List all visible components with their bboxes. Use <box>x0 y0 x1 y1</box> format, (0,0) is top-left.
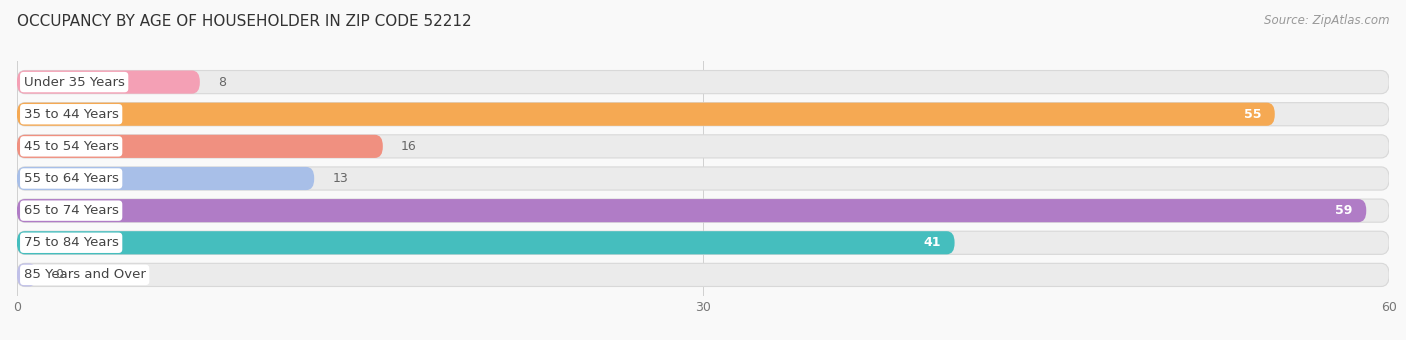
Text: Source: ZipAtlas.com: Source: ZipAtlas.com <box>1264 14 1389 27</box>
Text: 35 to 44 Years: 35 to 44 Years <box>24 108 118 121</box>
FancyBboxPatch shape <box>17 199 1367 222</box>
FancyBboxPatch shape <box>17 135 382 158</box>
Text: 59: 59 <box>1336 204 1353 217</box>
FancyBboxPatch shape <box>17 103 1389 126</box>
FancyBboxPatch shape <box>17 135 1389 158</box>
Text: 16: 16 <box>401 140 416 153</box>
Text: 55 to 64 Years: 55 to 64 Years <box>24 172 118 185</box>
Text: 55: 55 <box>1243 108 1261 121</box>
Text: 45 to 54 Years: 45 to 54 Years <box>24 140 118 153</box>
Text: 0: 0 <box>55 268 63 282</box>
Text: 13: 13 <box>332 172 349 185</box>
FancyBboxPatch shape <box>17 103 1275 126</box>
FancyBboxPatch shape <box>17 199 1389 222</box>
FancyBboxPatch shape <box>17 70 200 94</box>
FancyBboxPatch shape <box>17 167 1389 190</box>
FancyBboxPatch shape <box>17 167 314 190</box>
Text: Under 35 Years: Under 35 Years <box>24 75 125 89</box>
FancyBboxPatch shape <box>17 231 955 254</box>
FancyBboxPatch shape <box>17 231 1389 254</box>
Text: 85 Years and Over: 85 Years and Over <box>24 268 146 282</box>
FancyBboxPatch shape <box>17 70 1389 94</box>
Text: 75 to 84 Years: 75 to 84 Years <box>24 236 118 249</box>
Text: 41: 41 <box>924 236 941 249</box>
Text: 65 to 74 Years: 65 to 74 Years <box>24 204 118 217</box>
Text: OCCUPANCY BY AGE OF HOUSEHOLDER IN ZIP CODE 52212: OCCUPANCY BY AGE OF HOUSEHOLDER IN ZIP C… <box>17 14 471 29</box>
FancyBboxPatch shape <box>17 264 37 287</box>
Text: 8: 8 <box>218 75 226 89</box>
FancyBboxPatch shape <box>17 264 1389 287</box>
